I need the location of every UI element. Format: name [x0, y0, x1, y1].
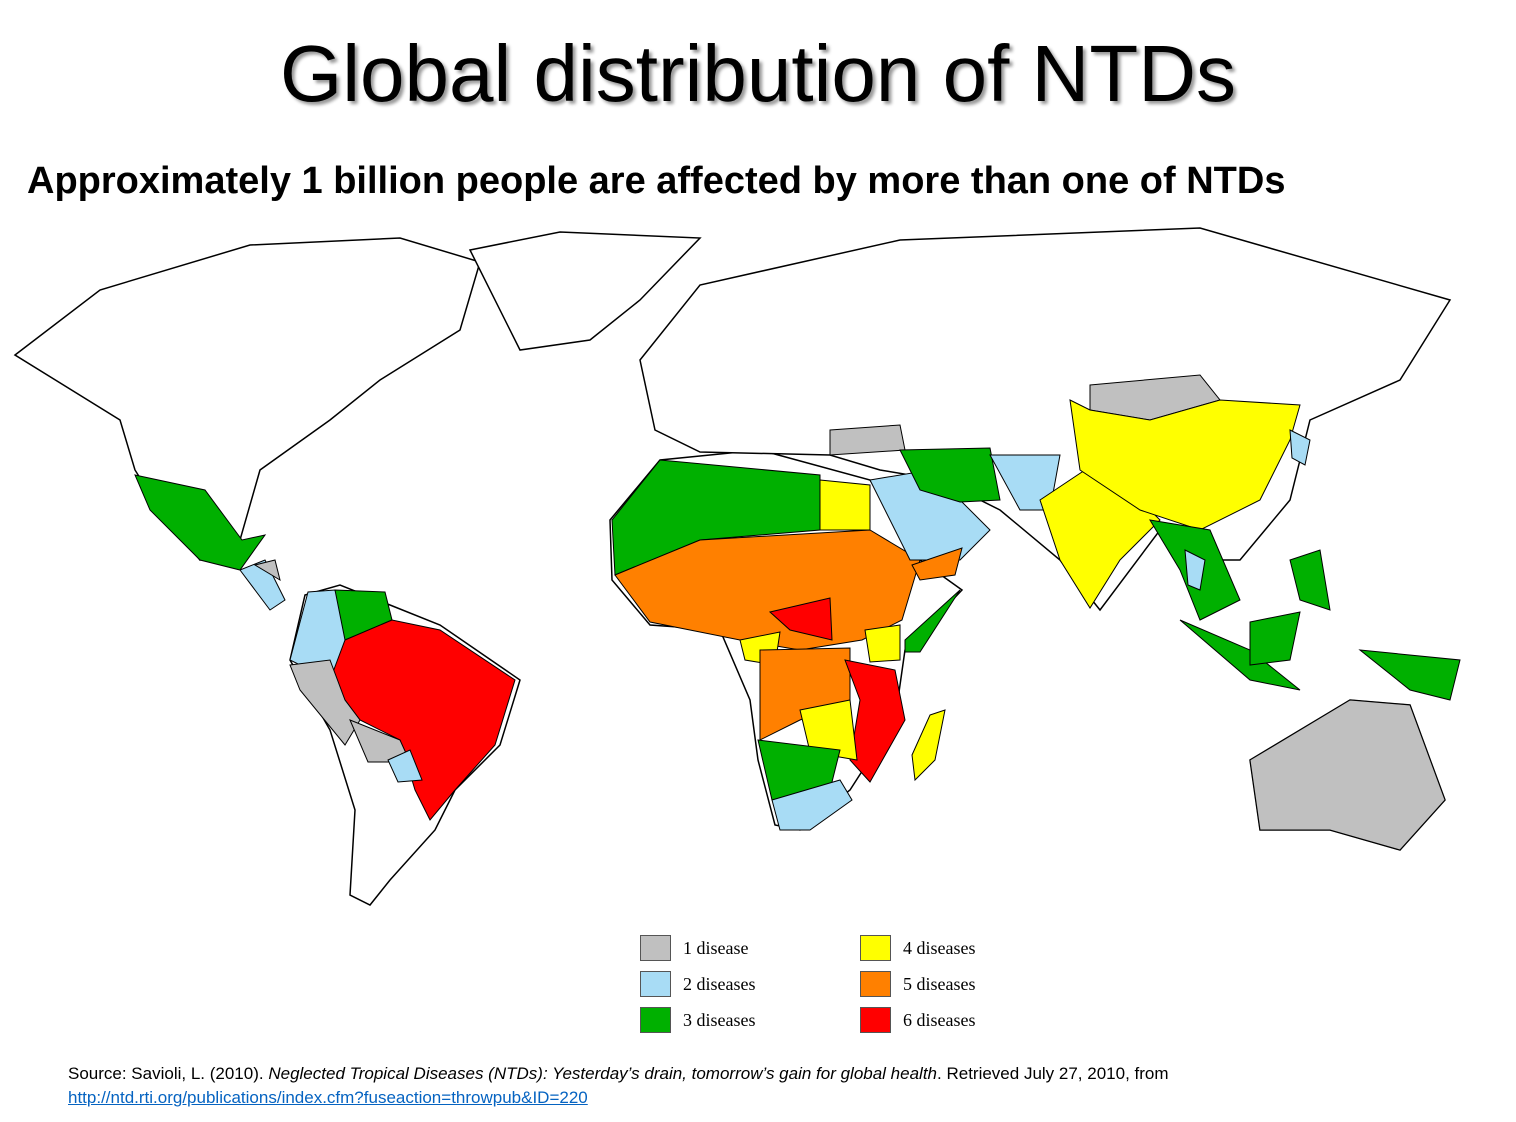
greenland: [468, 231, 702, 351]
region: [829, 424, 906, 456]
legend-item: 5 diseases: [860, 971, 975, 997]
world-map: [13, 227, 1461, 906]
region: [1358, 649, 1461, 701]
legend-label: 3 diseases: [683, 1009, 756, 1030]
region: [387, 749, 423, 783]
region: [239, 559, 286, 611]
legend-swatch: [860, 971, 891, 997]
region: [1069, 399, 1301, 531]
legend-swatch: [640, 935, 671, 961]
region: [771, 779, 853, 831]
source: Source: Savioli, L. (2010). Neglected Tr…: [68, 1062, 1488, 1110]
region: [911, 547, 963, 581]
legend-label: 1 disease: [683, 937, 749, 958]
region: [799, 699, 858, 761]
legend-item: 6 diseases: [860, 1007, 975, 1033]
legend-swatch: [860, 1007, 891, 1033]
region: [768, 597, 833, 641]
region: [819, 479, 871, 531]
legend-swatch: [640, 1007, 671, 1033]
region: [864, 624, 901, 663]
region: [1249, 699, 1446, 851]
title: Global distribution of NTDs: [280, 29, 1236, 118]
region: [1249, 611, 1301, 666]
source-work: Neglected Tropical Diseases (NTDs): Yest…: [268, 1064, 938, 1083]
subtitle: Approximately 1 billion people are affec…: [27, 160, 1286, 202]
legend-item: 4 diseases: [860, 935, 975, 961]
region: [1289, 549, 1331, 611]
source-link[interactable]: http://ntd.rti.org/publications/index.cf…: [68, 1088, 588, 1107]
legend-item: 2 diseases: [640, 971, 755, 997]
legend: 1 disease 2 diseases 3 diseases 4 diseases 5…: [640, 935, 1040, 1045]
legend-swatch: [640, 971, 671, 997]
legend-item: 3 diseases: [640, 1007, 755, 1033]
legend-label: 5 diseases: [903, 973, 976, 994]
region: [899, 447, 1001, 503]
region: [1184, 549, 1206, 591]
region: [904, 589, 961, 653]
legend-label: 6 diseases: [903, 1009, 976, 1030]
source-suffix: . Retrieved July 27, 2010, from: [937, 1064, 1169, 1083]
legend-label: 4 diseases: [903, 937, 976, 958]
region: [1289, 429, 1311, 466]
region: [844, 659, 906, 783]
region: [911, 709, 946, 782]
legend-swatch: [860, 935, 891, 961]
region: [253, 559, 281, 582]
north-america: [13, 237, 481, 561]
legend-item: 1 disease: [640, 935, 748, 961]
source-prefix: Source: Savioli, L. (2010).: [68, 1064, 264, 1083]
regions: [134, 374, 1461, 851]
legend-label: 2 diseases: [683, 973, 756, 994]
region: [289, 659, 361, 746]
region: [1179, 619, 1301, 691]
region: [134, 474, 267, 571]
